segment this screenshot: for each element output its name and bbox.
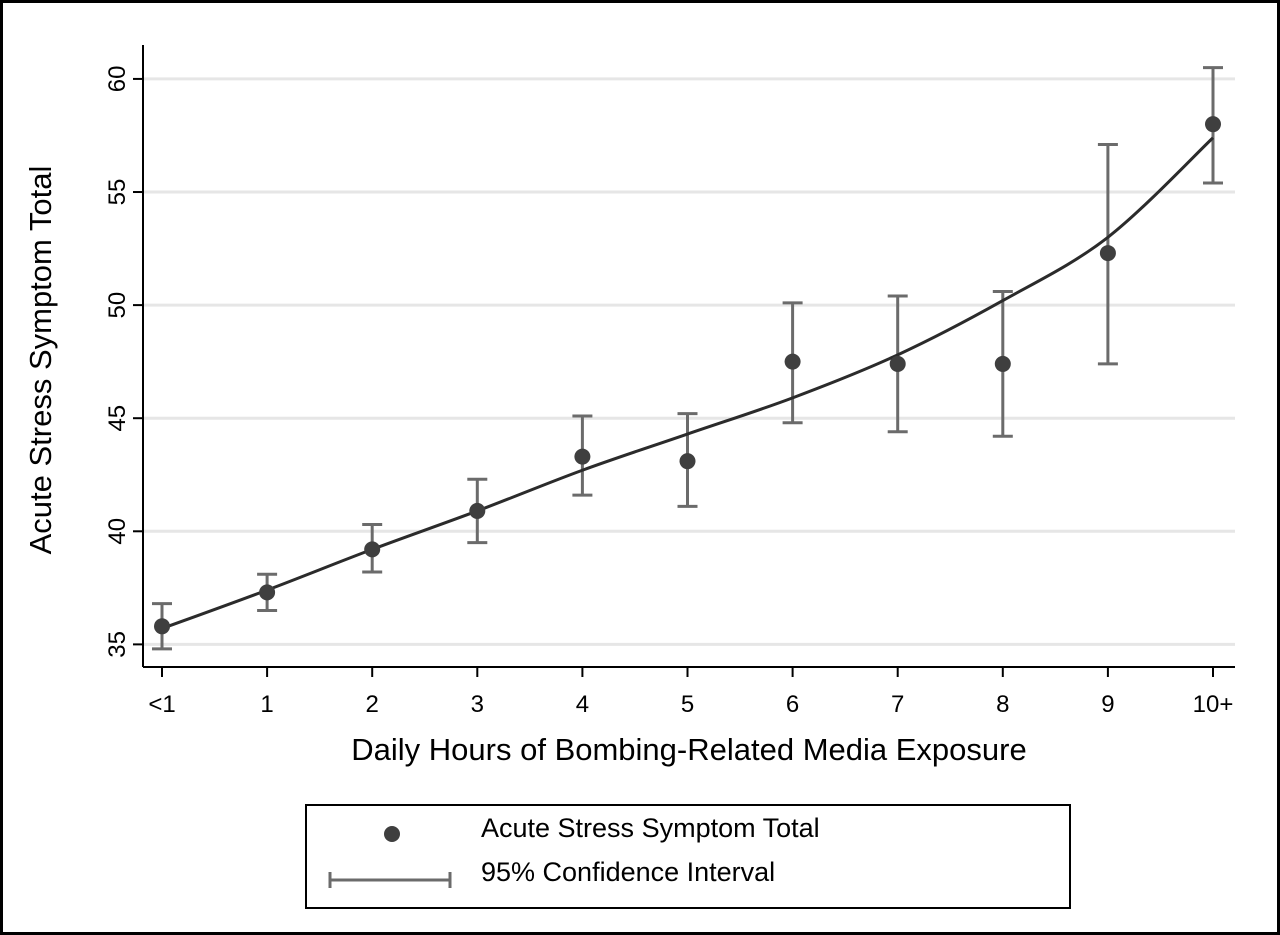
data-point — [994, 355, 1011, 372]
data-points — [154, 116, 1221, 635]
data-point — [364, 541, 381, 558]
x-tick-label: 10+ — [1193, 691, 1234, 718]
legend-point-symbol — [384, 826, 400, 842]
y-tick-label: 60 — [104, 66, 131, 93]
y-tick-label: 50 — [104, 292, 131, 319]
x-tick-label: 3 — [471, 691, 484, 718]
x-tick-label: 2 — [366, 691, 379, 718]
fit-line — [161, 136, 1215, 630]
y-axis-label: Acute Stress Symptom Total — [23, 166, 58, 555]
data-point — [574, 448, 591, 465]
data-point — [469, 502, 486, 519]
x-axis-label: Daily Hours of Bombing-Related Media Exp… — [351, 732, 1026, 767]
y-tick-label: 40 — [104, 518, 131, 545]
data-point — [259, 584, 276, 601]
legend-box — [305, 804, 1071, 909]
legend: Acute Stress Symptom Total 95% Confidenc… — [305, 804, 1071, 909]
y-tick-label: 35 — [104, 631, 131, 658]
x-tick-label: 1 — [260, 691, 273, 718]
x-axis: <1 1 2 3 4 5 6 7 8 9 10+ — [143, 666, 1235, 718]
x-tick-label: <1 — [148, 691, 175, 718]
x-tick-label: 8 — [996, 691, 1009, 718]
x-tick-label: 7 — [891, 691, 904, 718]
data-point — [154, 618, 170, 635]
data-point — [889, 355, 906, 372]
gridlines — [144, 77, 1235, 646]
x-tick-label: 6 — [786, 691, 799, 718]
y-tick-label: 45 — [104, 405, 131, 432]
x-tick-label: 4 — [576, 691, 589, 718]
data-point — [1205, 116, 1221, 133]
legend-errorbar-symbol — [328, 872, 452, 888]
x-tick-label: 5 — [681, 691, 694, 718]
error-bars — [152, 66, 1223, 651]
data-point — [784, 353, 801, 370]
data-point — [679, 453, 696, 470]
y-axis: 35 40 45 50 55 60 — [104, 45, 144, 667]
legend-entry-points: Acute Stress Symptom Total — [481, 813, 820, 843]
y-tick-label: 55 — [104, 179, 131, 206]
x-tick-label: 9 — [1101, 691, 1114, 718]
legend-entry-ci: 95% Confidence Interval — [481, 857, 775, 887]
data-point — [1099, 245, 1116, 262]
